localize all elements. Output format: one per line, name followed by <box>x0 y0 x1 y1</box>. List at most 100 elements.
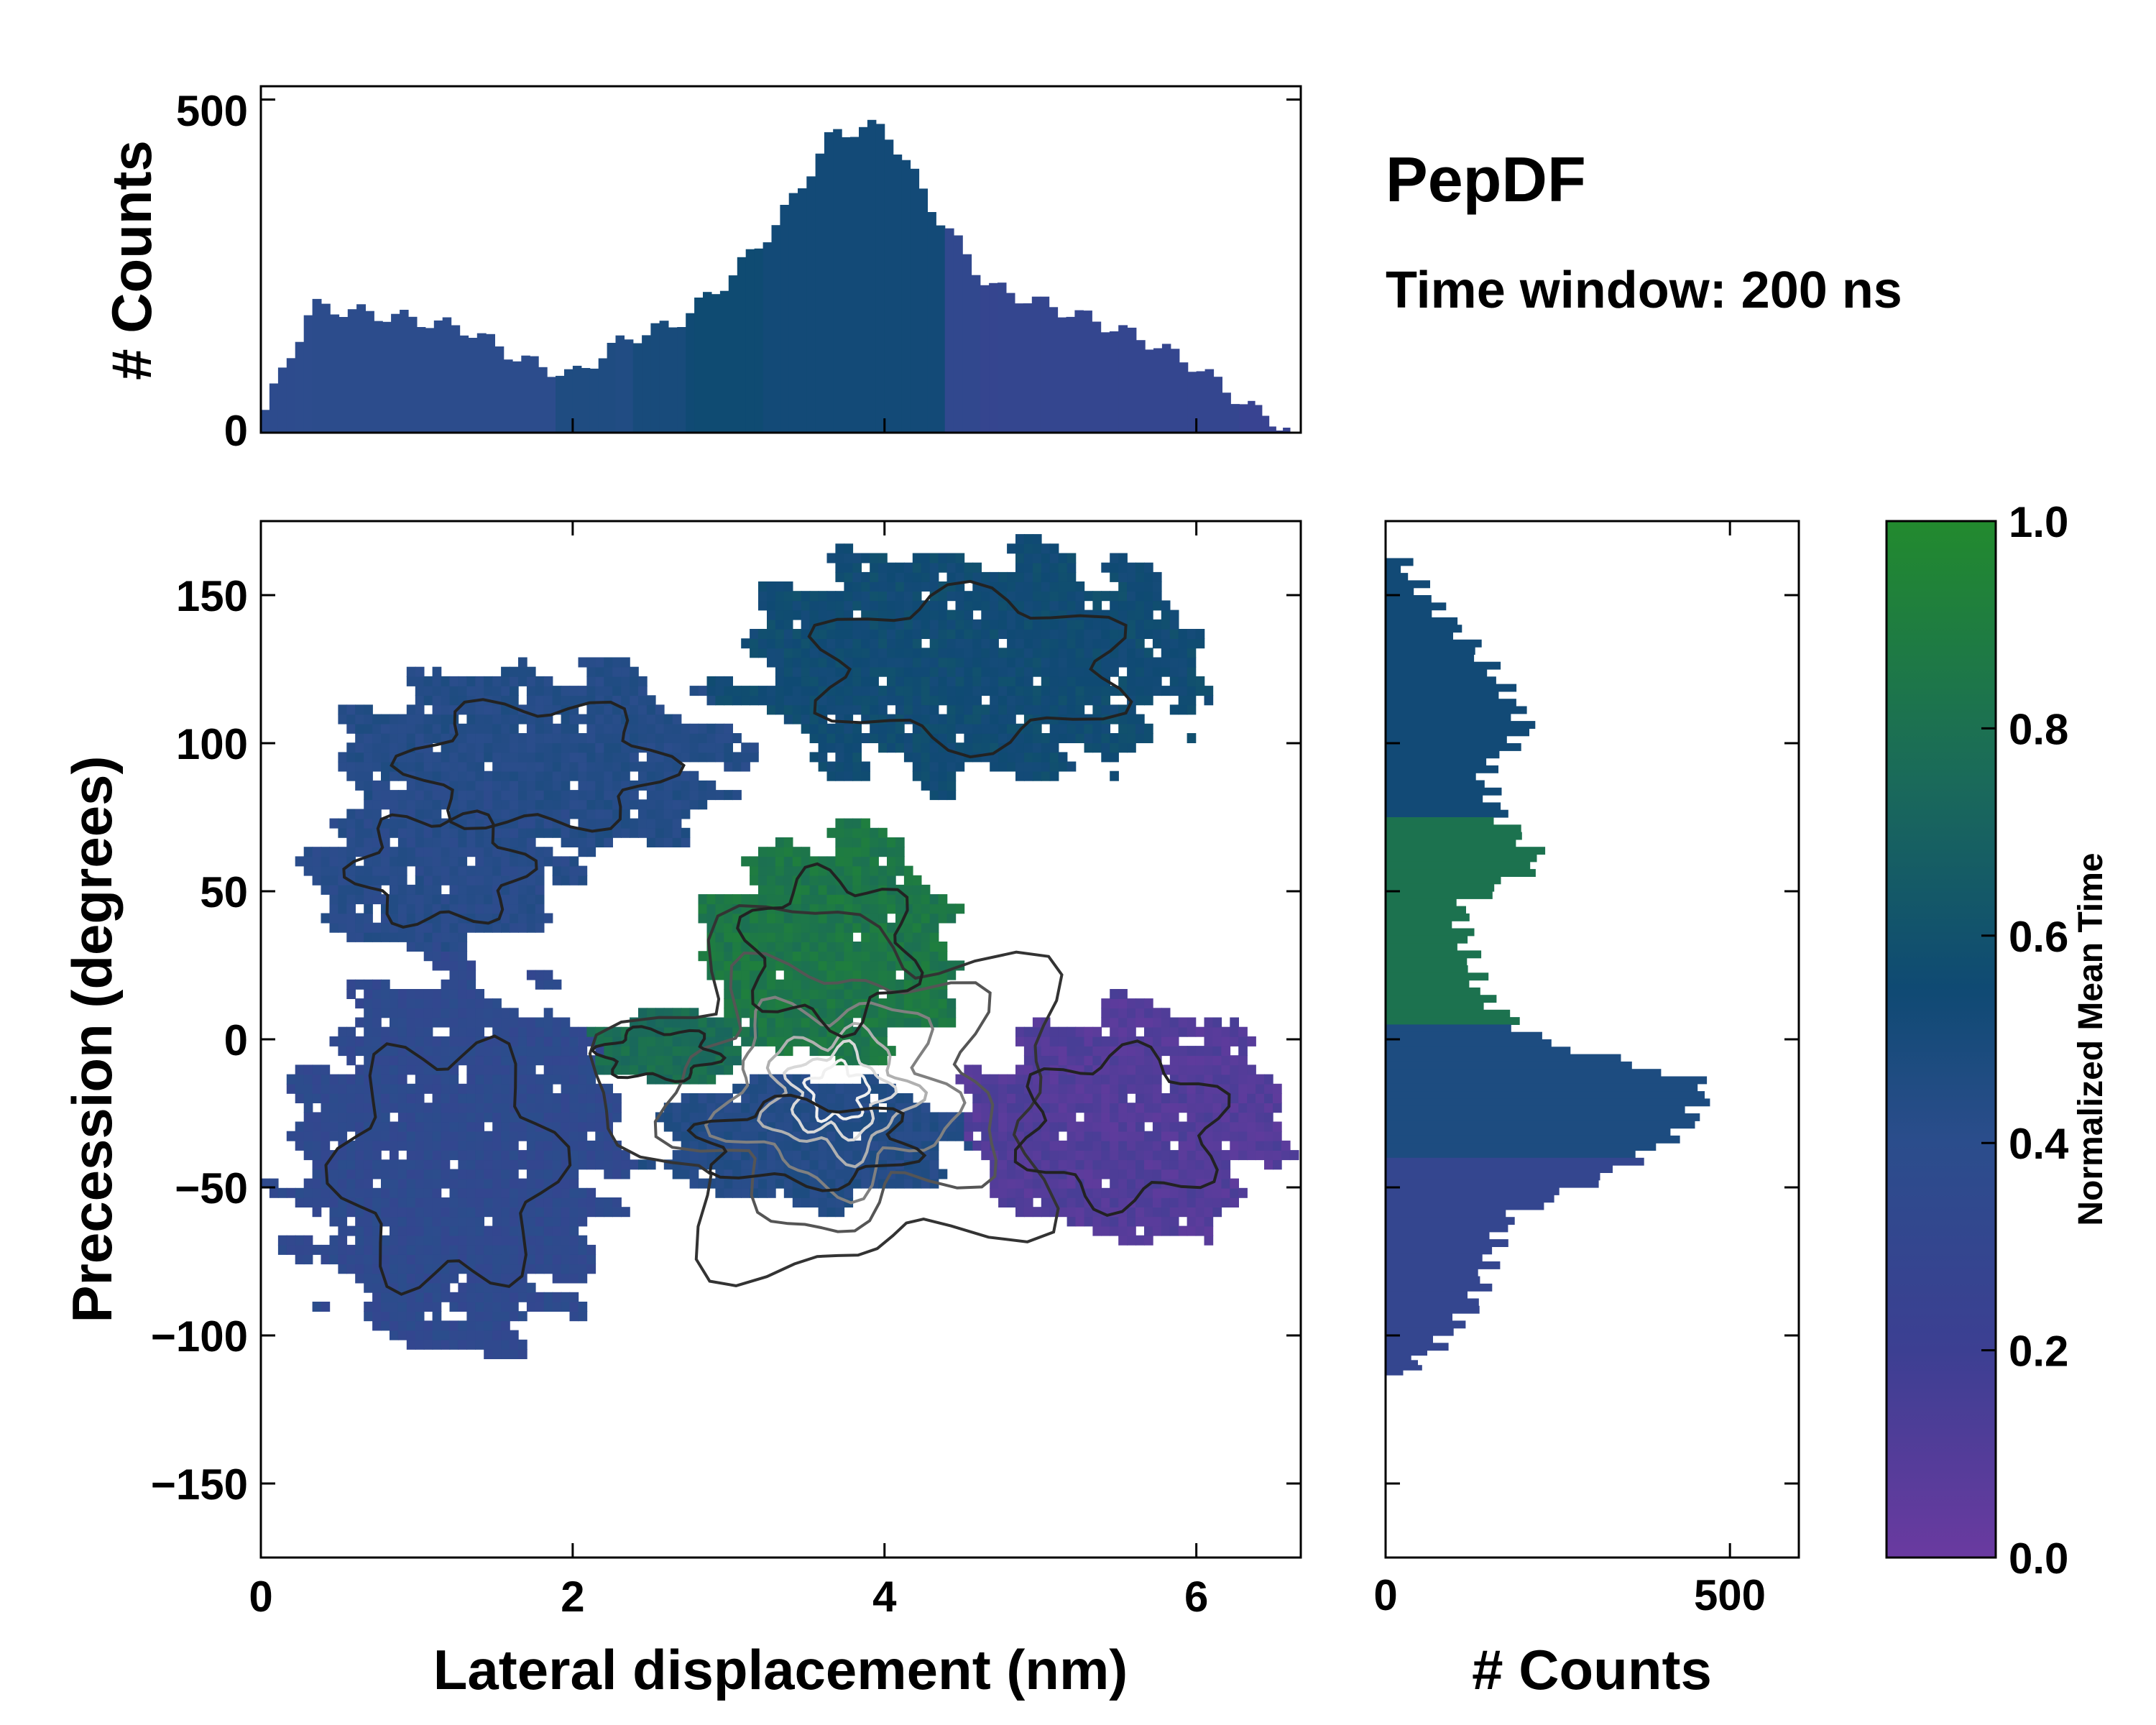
heatmap-cell <box>912 638 922 649</box>
heatmap-cell <box>321 1140 331 1151</box>
heatmap-cell <box>612 666 622 677</box>
heatmap-cell <box>844 723 854 734</box>
heatmap-cell <box>672 818 682 829</box>
heatmap-cell <box>441 723 451 734</box>
heatmap-cell <box>724 942 733 952</box>
heatmap-cell <box>561 1046 571 1057</box>
heatmap-cell <box>981 686 990 696</box>
heatmap-cell <box>595 1121 604 1132</box>
heatmap-cell <box>844 942 854 952</box>
heatmap-cell <box>1127 581 1136 592</box>
main-xtick-label: 4 <box>872 1573 897 1621</box>
heatmap-cell <box>397 932 407 942</box>
heatmap-cell <box>1092 1055 1102 1066</box>
heatmap-cell <box>809 1197 819 1208</box>
heatmap-cell <box>1127 610 1136 620</box>
heatmap-cell <box>586 723 596 734</box>
heatmap-cell <box>1015 1187 1025 1198</box>
heatmap-cell <box>698 951 708 962</box>
heatmap-cell <box>552 1225 562 1236</box>
heatmap-cell <box>792 676 802 686</box>
heatmap-cell <box>741 1121 750 1132</box>
heatmap-cell <box>1247 1036 1256 1046</box>
heatmap-cell <box>466 1187 476 1198</box>
heatmap-cell <box>1221 1187 1231 1198</box>
heatmap-cell <box>415 752 425 763</box>
heatmap-cell <box>423 799 433 810</box>
heatmap-cell <box>1049 676 1059 686</box>
heatmap-cell <box>432 790 442 801</box>
top-hist-bar <box>771 225 780 433</box>
heatmap-cell <box>535 1264 545 1274</box>
heatmap-cell <box>818 666 828 677</box>
heatmap-cell <box>844 629 854 639</box>
heatmap-cell <box>526 884 536 895</box>
heatmap-cell <box>595 809 604 819</box>
heatmap-cell <box>449 1026 459 1037</box>
heatmap-cell <box>1169 1026 1179 1037</box>
heatmap-cell <box>1049 1036 1059 1046</box>
heatmap-cell <box>741 979 750 990</box>
heatmap-cell <box>1169 610 1179 620</box>
heatmap-cell <box>510 1121 519 1132</box>
heatmap-cell <box>475 799 484 810</box>
heatmap-cell <box>390 1064 399 1075</box>
heatmap-cell <box>938 913 948 924</box>
heatmap-cell <box>1075 723 1085 734</box>
heatmap-cell <box>818 638 828 649</box>
heatmap-cell <box>595 837 604 847</box>
density-contour <box>757 1021 929 1169</box>
heatmap-cell <box>844 562 854 573</box>
heatmap-cell <box>801 942 811 952</box>
heatmap-cell <box>809 752 819 763</box>
heatmap-cell <box>638 770 648 781</box>
heatmap-cell <box>338 922 348 933</box>
heatmap-cell <box>938 591 948 602</box>
heatmap-cell <box>724 1178 733 1189</box>
heatmap-cell <box>484 733 493 743</box>
heatmap-cell <box>946 610 957 620</box>
heatmap-cell <box>423 1320 433 1331</box>
heatmap-cell <box>543 1103 553 1113</box>
heatmap-cell <box>706 742 717 753</box>
heatmap-cell <box>1264 1150 1273 1161</box>
heatmap-cell <box>801 913 811 924</box>
heatmap-cell <box>835 970 845 980</box>
heatmap-cell <box>355 1064 364 1075</box>
heatmap-cell <box>681 837 691 847</box>
heatmap-cell <box>1101 1074 1110 1085</box>
heatmap-cell <box>792 648 802 658</box>
heatmap-cell <box>621 686 630 696</box>
heatmap-cell <box>955 676 965 686</box>
heatmap-cell <box>543 752 553 763</box>
heatmap-cell <box>397 903 407 914</box>
top-hist-bar <box>1248 400 1256 433</box>
top-hist-bar <box>927 212 936 433</box>
heatmap-cell <box>466 780 476 791</box>
heatmap-cell <box>1135 1207 1145 1218</box>
heatmap-cell <box>972 742 982 753</box>
heatmap-cell <box>852 742 862 753</box>
heatmap-cell <box>518 1074 528 1085</box>
heatmap-cell <box>543 790 553 801</box>
heatmap-cell <box>758 1026 768 1037</box>
heatmap-cell <box>381 1187 390 1198</box>
heatmap-cell <box>681 1131 691 1141</box>
heatmap-cell <box>432 752 442 763</box>
heatmap-cell <box>844 733 854 743</box>
heatmap-cell <box>1023 1046 1033 1057</box>
heatmap-cell <box>312 1197 322 1208</box>
heatmap-cell <box>646 1046 656 1057</box>
heatmap-cell <box>390 1320 399 1331</box>
heatmap-cell <box>621 1207 630 1218</box>
heatmap-cell <box>1118 581 1128 592</box>
top-hist-bar <box>1049 307 1059 433</box>
heatmap-cell <box>826 951 837 962</box>
heatmap-cell <box>1084 591 1094 602</box>
top-hist-bar <box>1170 349 1180 433</box>
heatmap-cell <box>578 1036 588 1046</box>
heatmap-cell <box>475 1330 484 1340</box>
heatmap-cell <box>1178 648 1188 658</box>
heatmap-cell <box>415 1311 425 1322</box>
heatmap-cell <box>338 1026 348 1037</box>
